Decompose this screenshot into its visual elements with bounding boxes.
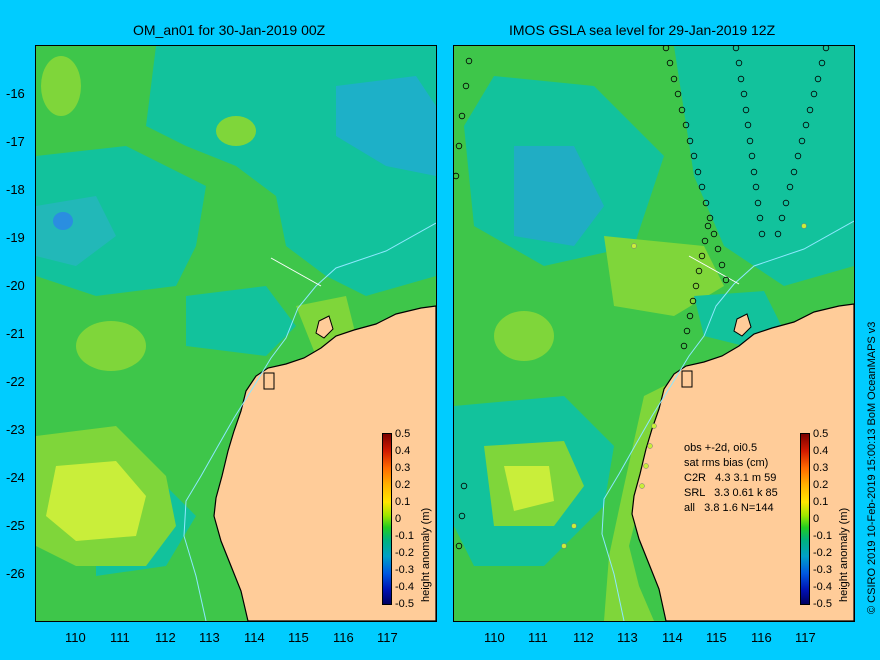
- lon-tick: 111: [110, 630, 130, 645]
- colorbar-tick: -0.2: [813, 547, 832, 559]
- right-map-field: [454, 46, 854, 621]
- stats-line-1: obs +-2d, oi0.5: [684, 442, 758, 454]
- colorbar-tick: 0.3: [813, 462, 829, 474]
- right-map-panel: obs +-2d, oi0.5 sat rms bias (cm) C2R 4.…: [453, 45, 855, 622]
- lon-tick: 117: [795, 630, 816, 645]
- right-colorbar: [800, 433, 810, 605]
- colorbar-tick: 0.4: [813, 445, 829, 457]
- left-colorbar: [382, 433, 392, 605]
- colorbar-tick: 0.4: [395, 445, 411, 457]
- lon-tick: 117: [377, 630, 398, 645]
- lat-tick: -18: [6, 182, 25, 197]
- colorbar-tick: -0.1: [813, 530, 832, 542]
- stats-line-3: C2R 4.3 3.1 m 59: [684, 472, 777, 484]
- lon-tick: 113: [199, 630, 220, 645]
- colorbar-tick: -0.5: [395, 598, 414, 610]
- lon-tick: 114: [244, 630, 265, 645]
- lon-tick: 113: [617, 630, 638, 645]
- colorbar-tick: -0.3: [813, 564, 832, 576]
- colorbar-tick: -0.5: [813, 598, 832, 610]
- coastal-obs-points: [561, 223, 807, 549]
- obs-stats-block: obs +-2d, oi0.5 sat rms bias (cm) C2R 4.…: [684, 441, 778, 516]
- lon-tick: 112: [155, 630, 176, 645]
- stats-line-5: all 3.8 1.6 N=144: [684, 502, 774, 514]
- lon-tick: 110: [484, 630, 505, 645]
- lon-tick: 112: [573, 630, 594, 645]
- lon-tick: 115: [706, 630, 727, 645]
- colorbar-tick: -0.1: [395, 530, 414, 542]
- lat-tick: -20: [6, 278, 25, 293]
- colorbar-tick: 0.1: [395, 496, 411, 508]
- lon-tick: 111: [528, 630, 548, 645]
- colorbar-tick: 0.1: [813, 496, 829, 508]
- lon-tick: 116: [751, 630, 772, 645]
- lat-tick: -26: [6, 566, 25, 581]
- colorbar-tick: -0.3: [395, 564, 414, 576]
- lat-tick: -25: [6, 518, 25, 533]
- colorbar-tick: 0.5: [395, 428, 411, 440]
- colorbar-tick: -0.4: [813, 581, 832, 593]
- colorbar-tick: 0.2: [813, 479, 829, 491]
- lat-tick: -22: [6, 374, 25, 389]
- lat-tick: -17: [6, 134, 25, 149]
- left-map-field: [36, 46, 436, 621]
- lat-tick: -16: [6, 86, 25, 101]
- stats-line-2: sat rms bias (cm): [684, 457, 769, 469]
- lat-tick: -23: [6, 422, 25, 437]
- lat-tick: -21: [6, 326, 25, 341]
- lon-tick: 115: [288, 630, 309, 645]
- lat-tick: -24: [6, 470, 25, 485]
- colorbar-tick: -0.4: [395, 581, 414, 593]
- colorbar-tick: 0.3: [395, 462, 411, 474]
- credit-text: © CSIRO 2019 10-Feb-2019 15:00:13 BoM Oc…: [866, 321, 878, 614]
- lon-tick: 114: [662, 630, 683, 645]
- colorbar-tick: 0.2: [395, 479, 411, 491]
- left-colorbar-label: height anomaly (m): [420, 507, 432, 602]
- colorbar-tick: 0: [395, 513, 402, 525]
- left-map-panel: [35, 45, 437, 622]
- lon-tick: 110: [65, 630, 86, 645]
- lon-tick: 116: [333, 630, 354, 645]
- right-map-title: IMOS GSLA sea level for 29-Jan-2019 12Z: [509, 22, 776, 38]
- colorbar-tick: 0: [813, 513, 820, 525]
- colorbar-tick: -0.2: [395, 547, 414, 559]
- satellite-track-points: [454, 46, 830, 550]
- stats-line-4: SRL 3.3 0.61 k 85: [684, 487, 778, 499]
- right-colorbar-label: height anomaly (m): [838, 507, 850, 602]
- colorbar-tick: 0.5: [813, 428, 829, 440]
- left-map-title: OM_an01 for 30-Jan-2019 00Z: [133, 22, 326, 38]
- lat-tick: -19: [6, 230, 25, 245]
